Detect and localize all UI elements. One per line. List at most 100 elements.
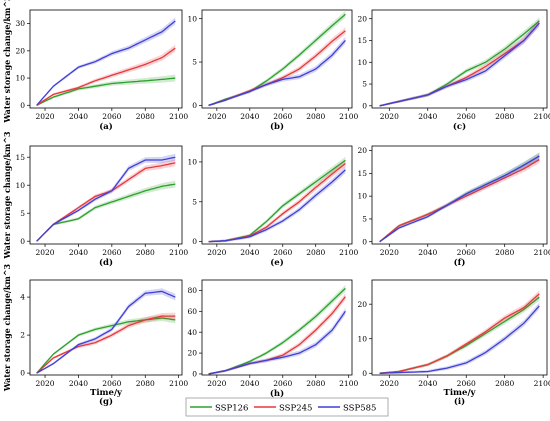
x-tick-label: 2060 bbox=[273, 112, 292, 121]
y-axis-label: Water storage change/km^3 bbox=[2, 0, 12, 124]
plot-frame bbox=[201, 9, 353, 109]
y-tick-label: 4 bbox=[20, 293, 25, 302]
series-line-ssp585 bbox=[208, 310, 346, 375]
x-tick-label: 2080 bbox=[495, 379, 514, 388]
x-tick-label: 2040 bbox=[418, 248, 437, 257]
y-tick-label: 2 bbox=[20, 331, 25, 340]
series-band-ssp585 bbox=[208, 308, 346, 375]
x-tick-label: 2100 bbox=[339, 112, 358, 121]
x-tick-label: 2080 bbox=[495, 248, 514, 257]
y-tick-label: 10 bbox=[15, 74, 25, 83]
y-tick-label: 5 bbox=[192, 58, 197, 67]
series-line-ssp585 bbox=[379, 305, 540, 374]
y-tick-label: 10 bbox=[187, 158, 197, 167]
series-line-ssp245 bbox=[379, 159, 540, 243]
series-band-ssp585 bbox=[379, 302, 540, 375]
y-tick-label: 0 bbox=[192, 237, 197, 246]
chart-panel: 2020 2040 2060 2080 2100 0 5 10 15 (d) Water stora… bbox=[2, 131, 188, 268]
x-tick-label: 2040 bbox=[240, 112, 259, 121]
y-axis-label: Water storage change/km^3 bbox=[2, 263, 12, 392]
x-tick-label: 2020 bbox=[35, 379, 54, 388]
y-tick-label: 0 bbox=[192, 101, 197, 110]
y-axis-label: Water storage change/km^3 bbox=[2, 131, 12, 260]
legend-frame bbox=[185, 397, 389, 417]
x-tick-label: 2100 bbox=[169, 248, 188, 257]
x-tick-label: 2040 bbox=[418, 379, 437, 388]
y-tick-label: 10 bbox=[15, 181, 25, 190]
x-tick-label: 2020 bbox=[380, 379, 399, 388]
x-tick-label: 2020 bbox=[380, 112, 399, 121]
y-tick-label: 40 bbox=[187, 328, 197, 337]
x-tick-label: 2020 bbox=[35, 112, 54, 121]
series-band-ssp245 bbox=[379, 19, 540, 107]
series-line-ssp585 bbox=[36, 290, 176, 374]
y-tick-label: 15 bbox=[357, 169, 367, 178]
y-tick-label: 5 bbox=[362, 80, 367, 89]
legend: SSP126 SSP245 SSP585 bbox=[185, 397, 389, 417]
series-line-ssp126 bbox=[379, 20, 540, 107]
series-line-ssp585 bbox=[379, 22, 540, 107]
x-tick-label: 2060 bbox=[273, 379, 292, 388]
panel-label: (b) bbox=[270, 121, 284, 132]
y-tick-label: 10 bbox=[357, 334, 367, 343]
y-tick-label: 10 bbox=[357, 58, 367, 67]
chart-panel: 2020 2040 2060 2080 2100 0 10 20 (i)Time/y bbox=[357, 279, 550, 407]
y-tick-label: 5 bbox=[20, 209, 25, 218]
x-tick-label: 2040 bbox=[69, 248, 88, 257]
plot-frame bbox=[201, 145, 353, 245]
x-tick-label: 2100 bbox=[534, 112, 550, 121]
series-line-ssp126 bbox=[36, 77, 176, 106]
legend-label-ssp126: SSP126 bbox=[215, 404, 248, 414]
y-tick-label: 0 bbox=[362, 369, 367, 378]
x-tick-label: 2100 bbox=[534, 248, 550, 257]
plot-frame bbox=[371, 279, 548, 376]
y-tick-label: 20 bbox=[357, 300, 367, 309]
series-line-ssp245 bbox=[208, 30, 346, 107]
legend-label-ssp585: SSP585 bbox=[343, 404, 376, 414]
y-tick-label: 20 bbox=[357, 14, 367, 23]
series-band-ssp126 bbox=[208, 285, 346, 375]
y-tick-label: 60 bbox=[187, 307, 197, 316]
y-tick-label: 80 bbox=[187, 286, 197, 295]
chart-panel: 2020 2040 2060 2080 2100 0 5 10 15 20 (f) bbox=[357, 145, 550, 268]
series-line-ssp585 bbox=[36, 20, 176, 106]
y-tick-label: 30 bbox=[15, 19, 25, 28]
plot-frame bbox=[201, 279, 353, 376]
chart-panel: 2020 2040 2060 2080 2100 0 5 10 (e) bbox=[187, 145, 358, 268]
panel-label: (f) bbox=[454, 257, 466, 268]
series-band-ssp245 bbox=[36, 312, 176, 374]
y-tick-label: 20 bbox=[15, 46, 25, 55]
x-tick-label: 2020 bbox=[207, 379, 226, 388]
series-line-ssp245 bbox=[36, 315, 176, 374]
series-line-ssp126 bbox=[208, 287, 346, 375]
series-band-ssp126 bbox=[36, 314, 176, 374]
y-tick-label: 0 bbox=[20, 369, 25, 378]
x-tick-label: 2020 bbox=[380, 248, 399, 257]
x-tick-label: 2080 bbox=[306, 112, 325, 121]
y-tick-label: 10 bbox=[357, 192, 367, 201]
x-tick-label: 2100 bbox=[169, 112, 188, 121]
y-tick-label: 0 bbox=[20, 237, 25, 246]
series-line-ssp126 bbox=[379, 296, 540, 374]
x-tick-label: 2020 bbox=[207, 112, 226, 121]
x-tick-label: 2100 bbox=[339, 379, 358, 388]
y-tick-label: 20 bbox=[357, 146, 367, 155]
y-tick-label: 15 bbox=[15, 153, 25, 162]
y-tick-label: 5 bbox=[192, 197, 197, 206]
series-line-ssp585 bbox=[208, 169, 346, 243]
series-line-ssp245 bbox=[36, 47, 176, 106]
y-tick-label: 0 bbox=[362, 101, 367, 110]
chart-panel: 2020 2040 2060 2080 2100 0 5 10 15 20 (c) bbox=[357, 9, 550, 132]
series-line-ssp245 bbox=[379, 22, 540, 107]
series-band-ssp126 bbox=[379, 293, 540, 375]
x-tick-label: 2060 bbox=[102, 379, 121, 388]
plot-frame bbox=[371, 9, 548, 109]
y-tick-label: 10 bbox=[187, 14, 197, 23]
series-band-ssp126 bbox=[379, 17, 540, 107]
series-band-ssp585 bbox=[36, 288, 176, 374]
chart-panel: 2020 2040 2060 2080 2100 0 2 4 (g)Time/y Water st… bbox=[2, 263, 188, 407]
panel-label: (g) bbox=[99, 396, 113, 407]
